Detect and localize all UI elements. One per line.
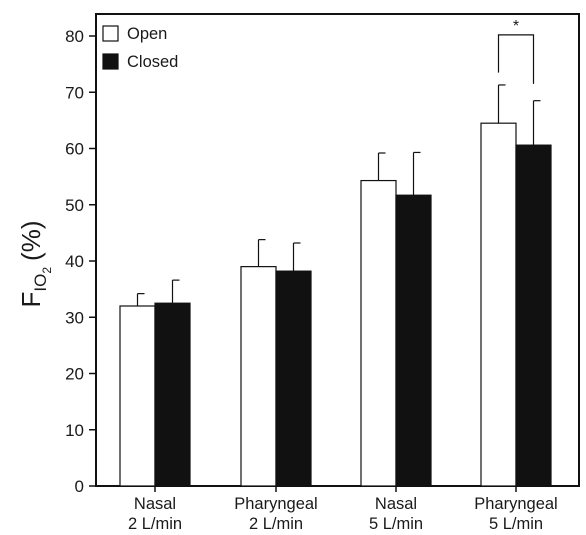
x-tick-label: 5 L/min [489, 515, 543, 533]
y-tick-label: 40 [65, 252, 84, 271]
bar-closed-3 [515, 144, 552, 487]
y-tick-label: 20 [65, 365, 84, 384]
y-axis-label-unit: (%) [16, 221, 46, 261]
plot-frame [95, 13, 580, 487]
x-tick-label: Pharyngeal [474, 495, 557, 513]
y-tick-label: 50 [65, 196, 84, 215]
x-tick-label: 5 L/min [369, 515, 423, 533]
x-tick-label: Pharyngeal [234, 495, 317, 513]
y-tick-label: 70 [65, 83, 84, 102]
y-tick-label: 10 [65, 421, 84, 440]
y-axis-label: FIO2 (%) [16, 221, 54, 308]
y-axis-label-subsub: 2 [40, 267, 54, 274]
y-axis-label-sub: IO [31, 274, 50, 292]
bar-open-0 [119, 305, 156, 487]
legend-label-closed: Closed [127, 53, 178, 71]
x-tick-label: Nasal [375, 495, 417, 513]
bar-closed-0 [154, 302, 191, 487]
legend-swatch-closed [102, 53, 119, 70]
bar-open-3 [480, 122, 517, 487]
bar-open-2 [360, 179, 397, 487]
x-tick-label: 2 L/min [249, 515, 303, 533]
bar-closed-1 [275, 270, 312, 487]
y-axis-label-main: F [16, 292, 46, 308]
y-tick-label: 60 [65, 140, 84, 159]
y-tick-label: 30 [65, 308, 84, 327]
significance-label: * [513, 18, 519, 35]
y-tick-label: 80 [65, 27, 84, 46]
legend-label-open: Open [127, 25, 167, 43]
significance-bracket [497, 34, 535, 84]
x-tick-label: 2 L/min [128, 515, 182, 533]
x-tick-label: Nasal [134, 495, 176, 513]
bar-closed-2 [395, 194, 432, 487]
bar-open-1 [240, 266, 277, 487]
y-tick-label: 0 [75, 477, 84, 496]
legend-swatch-open [102, 25, 119, 42]
